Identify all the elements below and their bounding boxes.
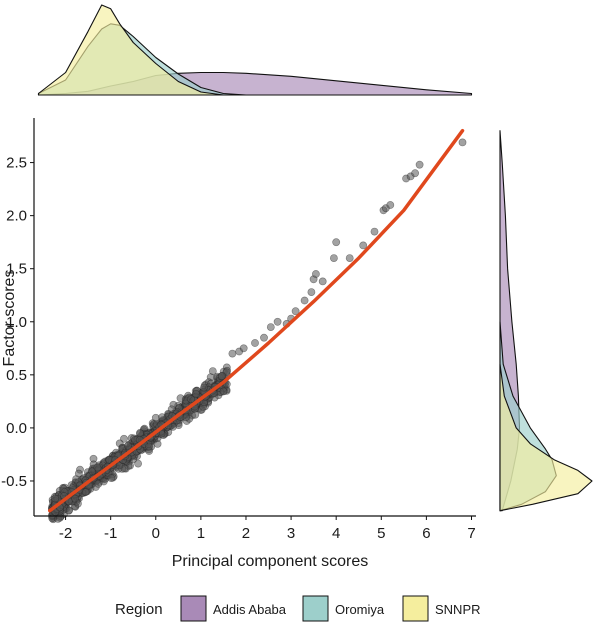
scatter-panel: -2 -1 0 1 2 3 4 5 6 7 -0.5 0.0 0.5 1.0 1.5 2.0 2.5 [1, 118, 476, 542]
scatter-point [260, 333, 268, 342]
scatter-point [99, 477, 108, 486]
y-tick-label: 1.5 [6, 261, 27, 278]
scatter-point [56, 513, 64, 522]
scatter-point [370, 227, 379, 236]
scatter-point [318, 277, 327, 286]
x-tick-label: -1 [104, 525, 117, 542]
scatter-point [187, 395, 195, 404]
scatter-point [107, 474, 116, 482]
scatter-point [307, 288, 316, 296]
scatter-point [311, 270, 320, 278]
scatter-point [145, 442, 153, 451]
scatter-point [329, 254, 338, 262]
y-axis-title: Factor scores [1, 270, 18, 367]
y-tick-label: -0.5 [1, 473, 27, 490]
top-marginal-density [37, 4, 473, 96]
legend-swatch [402, 595, 429, 622]
axes: -2 -1 0 1 2 3 4 5 6 7 -0.5 0.0 0.5 1.0 1.5 2.0 2.5 [1, 118, 476, 542]
legend-swatch [302, 595, 329, 622]
x-tick-label: 1 [197, 525, 205, 542]
trend-line [48, 128, 465, 513]
y-tick-label: 2.0 [6, 208, 27, 225]
scatter-point [124, 441, 132, 450]
legend-swatch [180, 595, 207, 622]
scatter-point [208, 367, 217, 375]
scatter-point [158, 413, 166, 422]
legend-label: Addis Ababa [213, 602, 287, 617]
right-density-snnpr [499, 363, 593, 512]
right-marginal-density [499, 130, 593, 512]
legend-label: SNNPR [435, 602, 481, 617]
x-axis-title: Principal component scores [172, 553, 369, 570]
trend-line-group [48, 128, 465, 513]
x-tick-label: 7 [467, 525, 475, 542]
scatter-point [300, 296, 309, 305]
top-density-snnpr [37, 4, 224, 96]
scatter-point [239, 344, 248, 353]
scatter-point [266, 323, 275, 331]
scatter-point [386, 201, 395, 209]
scatter-point [332, 238, 341, 247]
x-tick-label: 0 [152, 525, 160, 542]
scatter-point [411, 169, 419, 178]
legend: Region Addis Ababa Oromiya SNNPR [115, 595, 481, 622]
scatter-point [345, 254, 354, 262]
x-tick-label: 2 [242, 525, 250, 542]
scatter-point [199, 383, 208, 392]
x-tick-label: 3 [287, 525, 295, 542]
x-tick-label: 4 [332, 525, 340, 542]
scatter-point [176, 394, 185, 403]
scatter-point [251, 339, 259, 347]
x-tick-label: 6 [422, 525, 430, 542]
scatter-point [291, 307, 300, 316]
scatter-point [219, 387, 228, 396]
y-tick-label: 0.0 [6, 420, 27, 437]
scatter-point [192, 389, 200, 398]
scatter-point [74, 469, 83, 478]
scatter-point [415, 160, 424, 169]
y-tick-label: 0.5 [6, 367, 27, 384]
legend-title: Region [115, 601, 163, 618]
scatter-point [228, 349, 237, 358]
scatter-point [217, 372, 226, 380]
scatter-point [134, 459, 142, 468]
scatter-point [51, 494, 59, 503]
x-tick-label: -2 [59, 525, 72, 542]
scatter-point [273, 317, 282, 326]
legend-label: Oromiya [335, 602, 385, 617]
y-tick-label: 2.5 [6, 155, 27, 172]
scatter-point [93, 463, 102, 472]
scatter-point [458, 138, 467, 147]
y-tick-label: 1.0 [6, 314, 27, 331]
scatter-point [359, 241, 368, 250]
x-tick-label: 5 [377, 525, 385, 542]
